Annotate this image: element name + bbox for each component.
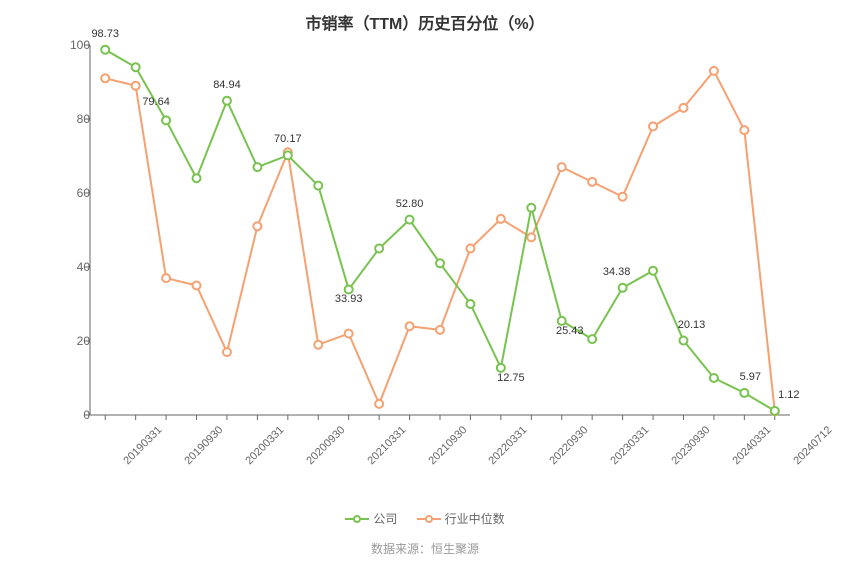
series-marker[interactable] (527, 233, 535, 241)
series-marker[interactable] (771, 407, 779, 415)
series-marker[interactable] (497, 364, 505, 372)
series-marker[interactable] (679, 104, 687, 112)
series-marker[interactable] (558, 317, 566, 325)
x-tick-label: 20240712 (791, 424, 834, 467)
series-marker[interactable] (588, 178, 596, 186)
legend: 公司 行业中位数 (0, 509, 850, 528)
y-axis: 020406080100 (60, 45, 90, 415)
x-tick-label: 20230930 (669, 424, 712, 467)
series-marker[interactable] (314, 341, 322, 349)
series-marker[interactable] (710, 67, 718, 75)
series-marker[interactable] (558, 163, 566, 171)
series-marker[interactable] (223, 97, 231, 105)
series-line[interactable] (105, 50, 775, 411)
series-marker[interactable] (375, 245, 383, 253)
x-tick-label: 20230331 (609, 424, 652, 467)
series-marker[interactable] (619, 193, 627, 201)
series-marker[interactable] (101, 74, 109, 82)
series-marker[interactable] (132, 63, 140, 71)
series-marker[interactable] (466, 300, 474, 308)
series-marker[interactable] (314, 182, 322, 190)
x-tick-label: 20210331 (365, 424, 408, 467)
legend-item-industry[interactable]: 行业中位数 (417, 510, 505, 527)
series-marker[interactable] (253, 222, 261, 230)
series-marker[interactable] (284, 151, 292, 159)
series-marker[interactable] (649, 122, 657, 130)
plot-area: 98.7379.6484.9470.1733.9352.8012.7525.43… (90, 45, 790, 415)
plot-svg (90, 45, 790, 415)
series-marker[interactable] (162, 116, 170, 124)
legend-label-industry: 行业中位数 (445, 510, 505, 527)
x-axis: 20190331 20190930 20200331 20200930 20210331… (90, 420, 790, 500)
x-tick-label: 20200930 (304, 424, 347, 467)
series-line[interactable] (105, 71, 775, 411)
series-marker[interactable] (406, 322, 414, 330)
legend-line-icon (345, 518, 369, 520)
x-tick-label: 20190331 (122, 424, 165, 467)
legend-line-icon (417, 518, 441, 520)
series-marker[interactable] (436, 326, 444, 334)
x-tick-label: 20210930 (426, 424, 469, 467)
x-tick-label: 20190930 (182, 424, 225, 467)
legend-marker-icon (353, 515, 361, 523)
source-label: 数据来源： (371, 542, 431, 556)
series-marker[interactable] (193, 282, 201, 290)
series-marker[interactable] (497, 215, 505, 223)
chart-container: 市销率（TTM）历史百分位（%） 020406080100 98.7379.64… (0, 0, 850, 575)
series-marker[interactable] (253, 163, 261, 171)
legend-item-company[interactable]: 公司 (345, 510, 397, 527)
series-marker[interactable] (101, 46, 109, 54)
series-marker[interactable] (740, 126, 748, 134)
x-tick-label: 20220331 (487, 424, 530, 467)
source-value: 恒生聚源 (431, 542, 479, 556)
series-marker[interactable] (466, 245, 474, 253)
series-marker[interactable] (193, 174, 201, 182)
data-source: 数据来源：恒生聚源 (0, 540, 850, 557)
legend-label-company: 公司 (373, 510, 397, 527)
chart-title: 市销率（TTM）历史百分位（%） (0, 10, 850, 34)
series-marker[interactable] (649, 267, 657, 275)
series-marker[interactable] (162, 274, 170, 282)
series-marker[interactable] (223, 348, 231, 356)
series-marker[interactable] (740, 389, 748, 397)
series-marker[interactable] (345, 285, 353, 293)
series-marker[interactable] (588, 335, 596, 343)
series-marker[interactable] (679, 337, 687, 345)
series-marker[interactable] (406, 216, 414, 224)
legend-marker-icon (425, 515, 433, 523)
series-marker[interactable] (710, 374, 718, 382)
series-marker[interactable] (132, 82, 140, 90)
series-marker[interactable] (345, 330, 353, 338)
series-marker[interactable] (375, 400, 383, 408)
series-marker[interactable] (619, 284, 627, 292)
x-tick-label: 20220930 (548, 424, 591, 467)
series-marker[interactable] (527, 204, 535, 212)
x-tick-label: 20200331 (243, 424, 286, 467)
series-marker[interactable] (436, 259, 444, 267)
x-tick-label: 20240331 (730, 424, 773, 467)
